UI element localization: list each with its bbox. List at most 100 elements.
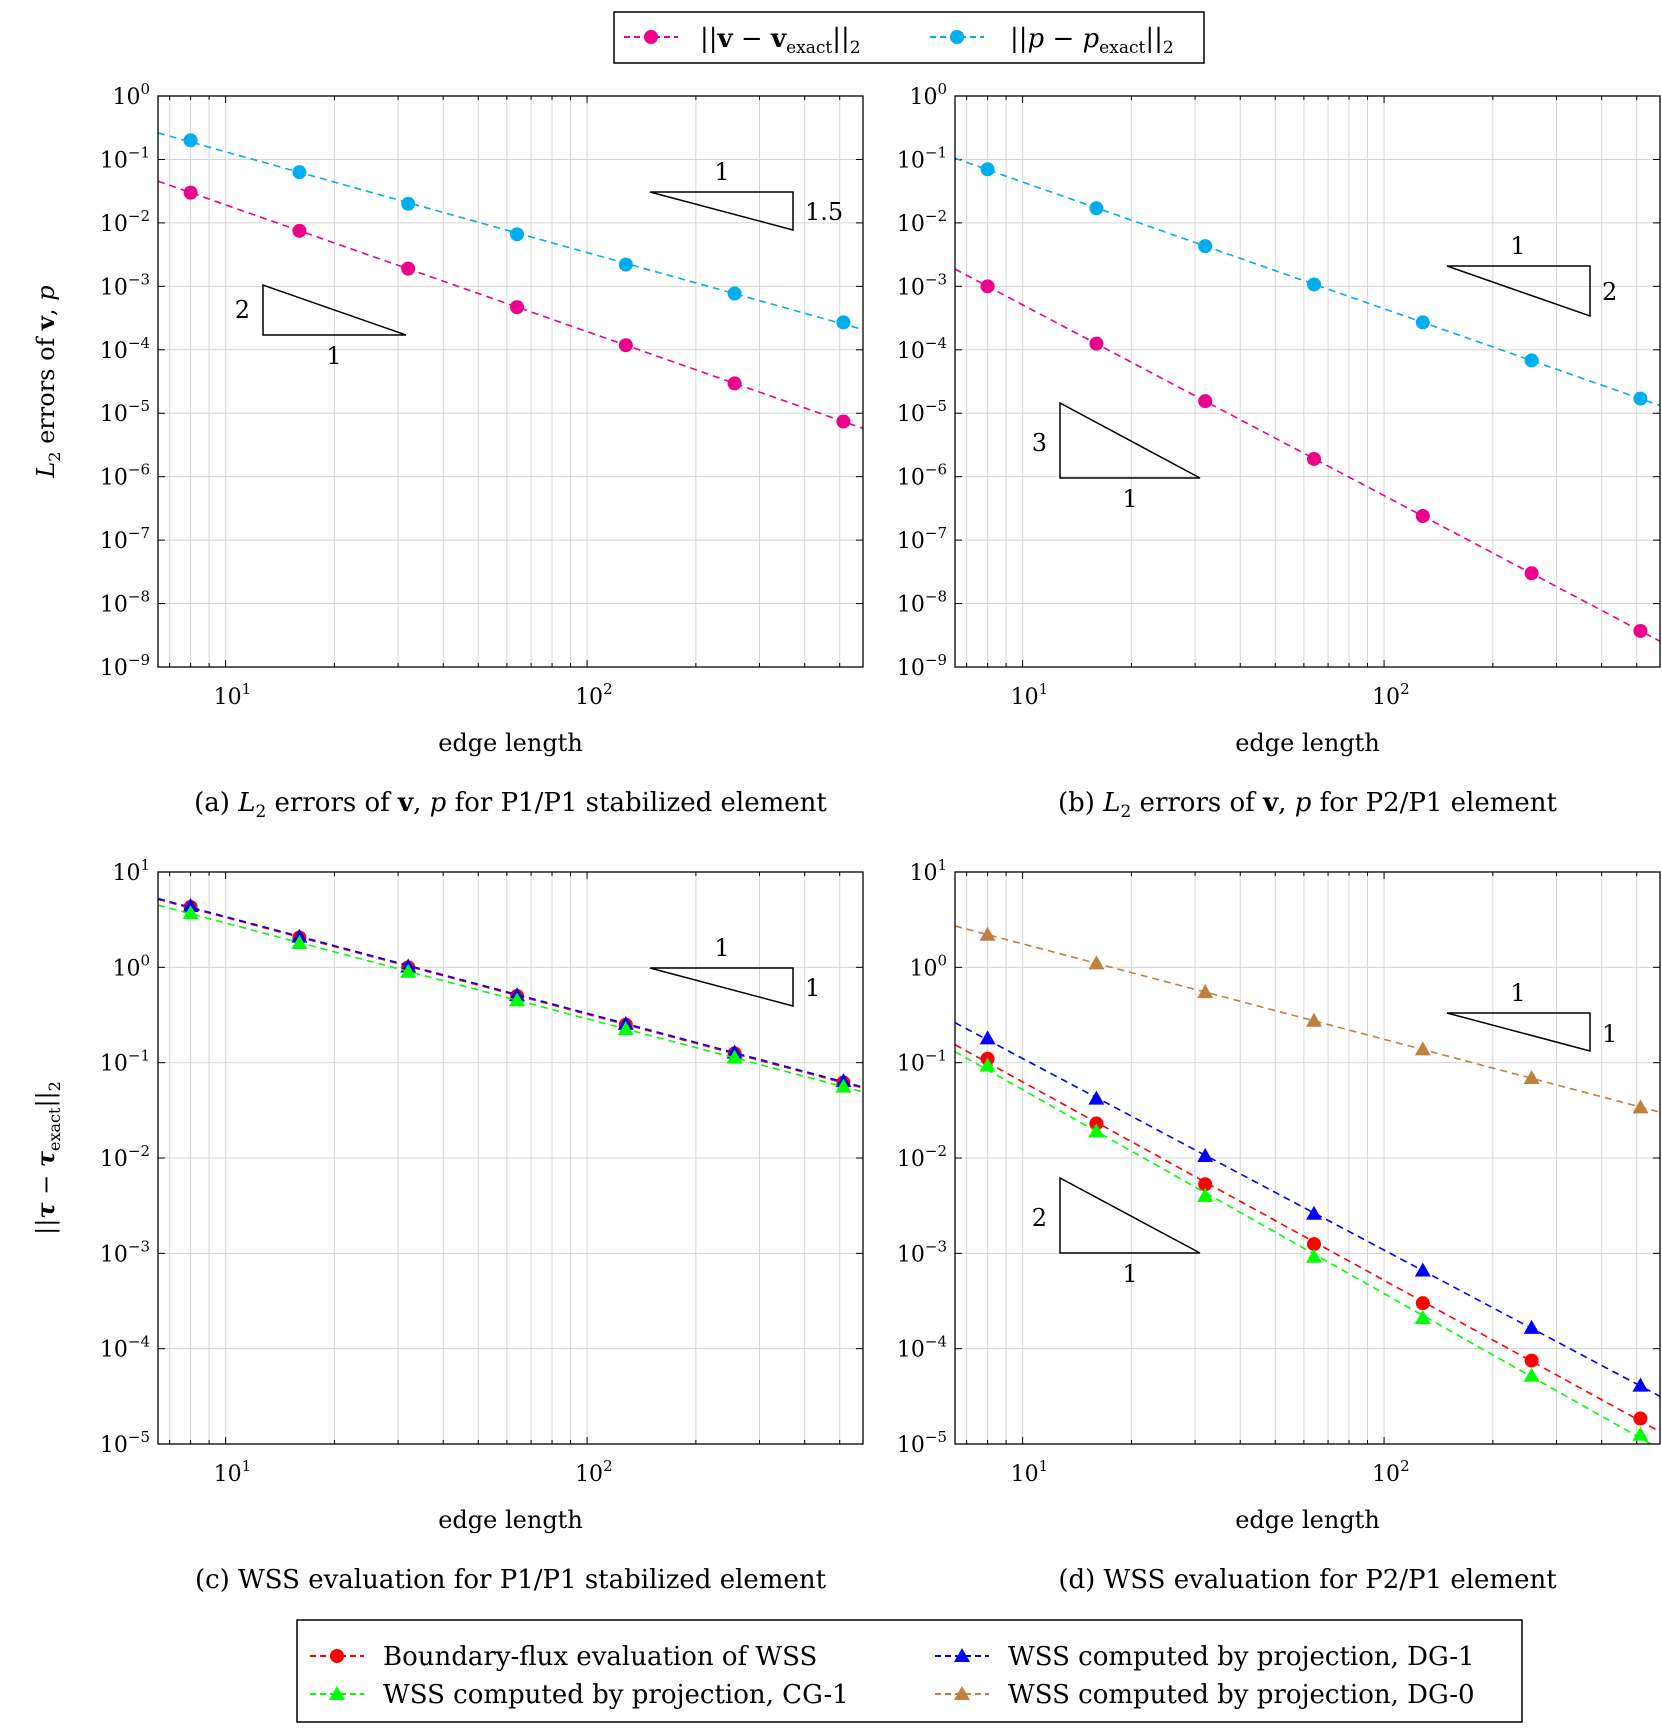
grid-b [955,95,1660,668]
data-point [1415,508,1430,523]
y-tick-label: 100 [112,951,150,981]
data-point [980,162,995,177]
plot-frame [954,95,1661,668]
y-tick-label: 10−3 [897,1237,947,1267]
panel-caption: (d) WSS evaluation for P2/P1 element [1058,1565,1557,1595]
panel-caption: (b) L2 errors of v, p for P2/P1 element [1058,788,1558,822]
data-point [1198,1177,1213,1192]
panel-a: 101 10210−910−810−710−610−510−410−310−210… [31,80,864,822]
data-point [979,1057,996,1072]
slope-run-label: 1 [1122,1260,1137,1288]
y-tick-label: 10−3 [100,1237,150,1267]
plot-area-c [158,897,863,1093]
y-tick-exponent: −1 [925,143,947,161]
data-point [1415,315,1430,330]
data-point [979,926,996,941]
series-b-0 [955,268,1660,642]
legend-bottom-marker-bf [330,1649,344,1663]
slope-triangle-shape [262,283,407,336]
data-point [400,963,417,978]
series-c-1 [158,897,863,1088]
y-tick-exponent: −6 [925,461,947,479]
slope-rise-label: 2 [235,296,250,324]
y-tick-exponent: −2 [128,1142,150,1160]
series-trend-line [158,904,863,1093]
data-point [836,414,851,429]
series-trend-line [158,897,863,1088]
data-point [1307,1237,1322,1252]
grid-d [955,871,1660,1445]
plot-area-a [158,132,863,430]
plot-frame [157,871,864,1445]
data-point [1088,955,1105,970]
data-point [182,897,199,912]
y-tick-exponent: 0 [937,951,947,969]
panel-caption: (c) WSS evaluation for P1/P1 stabilized … [195,1565,827,1595]
data-point [292,165,307,180]
y-tick-exponent: −9 [128,651,150,669]
x-tick-exponent: 1 [1039,1457,1049,1475]
series-trend-line [955,268,1660,642]
data-point [1524,566,1539,581]
y-tick-label: 10−6 [897,461,947,491]
series-a-0 [158,180,863,430]
y-tick-exponent: −5 [925,397,947,415]
series-d-2 [955,1044,1660,1433]
slope-triangle: 12 [1032,1176,1201,1288]
data-point [726,1049,743,1064]
y-tick-label: 10−4 [100,1333,150,1363]
slope-run-label: 1 [714,934,729,962]
slope-rise-label: 1 [1602,1020,1617,1048]
panel-d: 101 10210−510−410−310−210−11001011112edge… [897,856,1661,1595]
data-point [618,338,633,353]
y-tick-exponent: −2 [128,207,150,225]
legend-bottom-marker-dg1 [954,1648,970,1662]
data-point [510,227,525,242]
y-tick-exponent: −1 [128,143,150,161]
data-point [727,286,742,301]
y-tick-exponent: −4 [128,334,150,352]
y-tick-label: 10−1 [100,1047,150,1077]
data-point [1632,1426,1649,1441]
x-tick-label: 101 [1011,1457,1049,1487]
data-point [1632,1099,1649,1114]
y-tick-exponent: −4 [925,334,947,352]
data-point [1306,1205,1323,1220]
data-point [1633,391,1648,406]
y-tick-label: 10−8 [100,588,150,618]
data-point [980,279,995,294]
panel-b: 101 10210−910−810−710−610−510−410−310−210… [897,80,1661,822]
data-point [1414,1262,1431,1277]
x-tick-label: 102 [1372,680,1410,710]
slope-rise-label: 2 [1032,1204,1047,1232]
data-point [1198,239,1213,254]
data-point [727,376,742,391]
data-point [835,1078,852,1093]
y-tick-label: 10−7 [897,524,947,554]
data-point [1088,1123,1105,1138]
data-point [1198,394,1213,409]
x-tick-exponent: 1 [1039,680,1049,698]
y-tick-exponent: −6 [128,461,150,479]
y-tick-exponent: −8 [128,588,150,606]
data-point [1523,1070,1540,1085]
legend-bottom-label-dg0: WSS computed by projection, DG-0 [1008,1680,1475,1710]
data-point [509,992,526,1007]
data-point [183,185,198,200]
y-tick-label: 10−6 [100,461,150,491]
data-point [617,1021,634,1036]
data-point [1197,1187,1214,1202]
data-point [1632,1377,1649,1392]
series-trend-line [955,1021,1660,1398]
data-point [292,223,307,238]
data-point [1523,1319,1540,1334]
data-point [182,905,199,920]
y-tick-exponent: −4 [925,1333,947,1351]
data-point [979,1030,996,1045]
y-tick-exponent: −3 [128,270,150,288]
y-tick-label: 10−3 [897,270,947,300]
y-tick-label: 10−1 [897,1047,947,1077]
data-point [1306,1248,1323,1263]
